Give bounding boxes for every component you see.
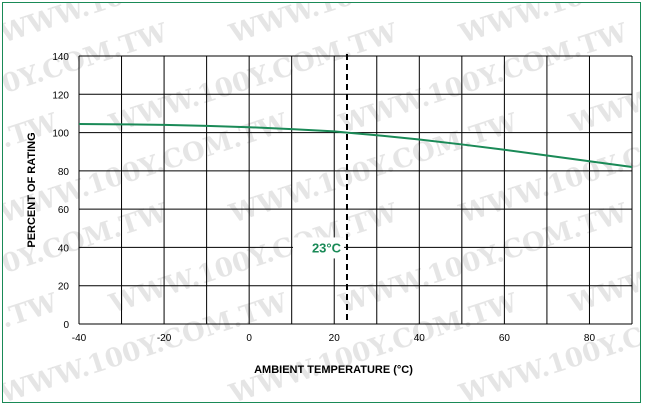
chart-frame: WWW.100Y.COM.TW WWW.100Y.COM.TW WWW.100Y.C… <box>2 2 641 403</box>
x-tick-label: 60 <box>499 333 511 344</box>
y-tick-labels: 0 20 40 60 80 100 120 140 <box>52 52 69 331</box>
horizontal-grid <box>79 55 632 325</box>
x-tick-label: -40 <box>72 333 87 344</box>
y-tick-label: 120 <box>52 90 69 101</box>
y-tick-label: 80 <box>58 167 70 178</box>
y-tick-label: 60 <box>58 205 70 216</box>
y-tick-label: 0 <box>63 320 69 331</box>
y-axis-title: PERCENT OF RATING <box>26 132 38 247</box>
y-tick-label: 20 <box>58 282 70 293</box>
x-tick-label: 20 <box>329 333 341 344</box>
annotation-label-background <box>292 237 344 259</box>
annotation-label: 23°C <box>312 240 342 255</box>
x-axis-title: AMBIENT TEMPERATURE (°C) <box>254 364 413 376</box>
y-tick-label: 40 <box>58 243 70 254</box>
vertical-grid <box>78 56 633 324</box>
y-tick-label: 140 <box>52 52 69 63</box>
x-tick-label: 0 <box>246 333 252 344</box>
x-tick-label: 80 <box>584 333 596 344</box>
rating-curve <box>78 122 633 169</box>
x-tick-labels: -40 -20 0 20 40 60 80 <box>72 333 596 344</box>
y-tick-label: 100 <box>52 129 69 140</box>
x-tick-label: -20 <box>157 333 172 344</box>
x-tick-label: 40 <box>414 333 426 344</box>
